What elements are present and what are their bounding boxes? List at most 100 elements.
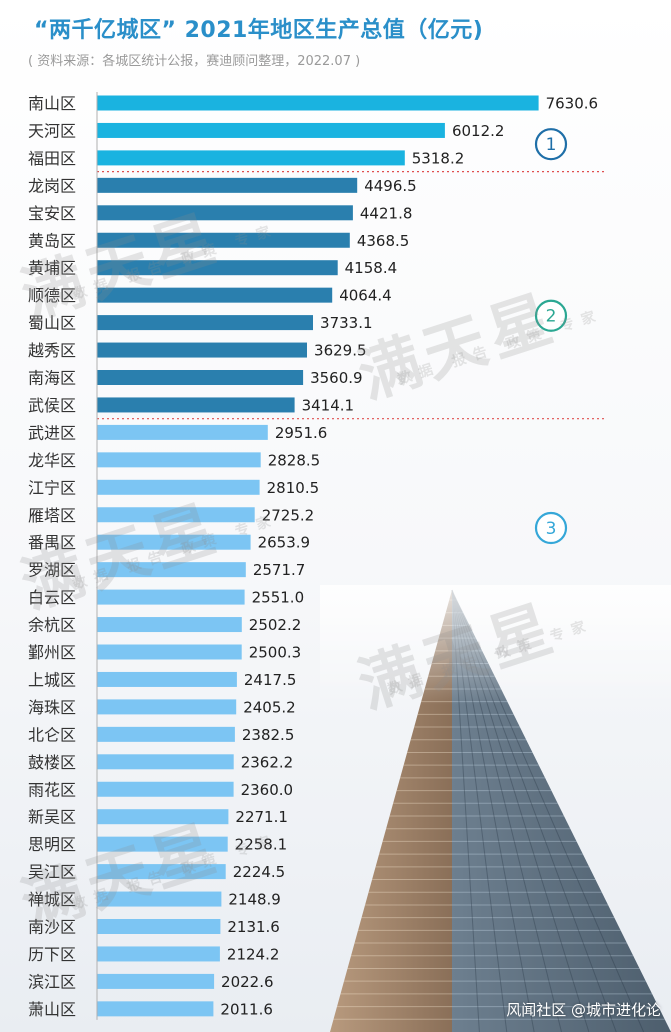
category-label: 宝安区 [28,204,76,223]
value-label: 3414.1 [302,396,355,414]
bar [97,95,539,111]
value-label: 2011.6 [220,1000,273,1018]
category-label: 南沙区 [28,918,76,937]
value-label: 2951.6 [275,424,328,442]
bar [97,424,268,440]
bar [97,452,261,468]
category-label: 罗湖区 [28,561,76,580]
bar [97,232,350,248]
value-label: 2725.2 [262,506,315,524]
category-label: 天河区 [28,121,76,140]
value-label: 4496.5 [364,177,417,195]
value-label: 4368.5 [357,232,410,250]
value-label: 2271.1 [235,808,287,826]
bar [97,342,307,358]
bar [97,726,235,742]
chart-source-note: ( 资料来源：各城区统计公报，赛迪顾问整理，2022.07 ) [28,54,361,69]
bar [97,671,237,687]
category-label: 黄埔区 [28,259,76,278]
category-label: 龙岗区 [28,176,76,195]
category-label: 雨花区 [28,780,76,799]
value-label: 2131.6 [227,918,279,936]
value-label: 2224.5 [233,863,286,881]
category-label: 龙华区 [28,451,76,470]
bar [97,479,260,495]
category-label: 海珠区 [28,698,76,717]
bar [97,534,251,550]
bar [97,836,228,852]
group-badge [534,128,568,161]
group-badge-label: 2 [546,307,557,327]
category-label: 鄞州区 [28,643,76,662]
bar [97,589,245,605]
category-label: 黄岛区 [28,231,76,250]
value-label: 2653.9 [258,534,311,552]
category-label: 历下区 [28,945,76,964]
value-label: 2571.7 [253,561,306,579]
value-label: 6012.2 [452,122,505,140]
bar [97,122,445,138]
category-label: 番禺区 [28,533,76,552]
value-label: 5318.2 [412,149,465,167]
category-label: 思明区 [28,835,76,854]
bar [97,809,229,825]
bar [97,781,234,797]
category-label: 萧山区 [28,1000,76,1019]
value-label: 2124.2 [227,945,280,963]
value-label: 3629.5 [314,342,367,360]
value-label: 2417.5 [244,671,297,689]
bar [97,1001,214,1017]
bar [97,946,220,962]
category-label: 南海区 [28,369,76,388]
category-label: 武侯区 [28,396,76,415]
value-label: 3560.9 [310,369,363,387]
bar [97,754,234,770]
value-label: 7630.6 [546,95,599,113]
category-label: 顺德区 [28,286,76,305]
bar [97,562,246,578]
group-badge [534,299,568,332]
footer-credit: 风闻社区 @城市进化论 [506,1001,661,1019]
value-label: 4421.8 [360,204,413,222]
category-label: 蜀山区 [28,314,76,333]
bar [97,287,333,303]
category-label: 雁塔区 [28,506,76,525]
group-badge-label: 3 [546,519,557,539]
category-label: 南山区 [28,94,76,113]
bar [97,617,242,633]
value-label: 2360.0 [241,781,293,799]
value-label: 3733.1 [320,314,373,332]
bar [97,891,222,907]
value-label: 4064.4 [339,287,392,305]
bar [97,973,215,989]
bar [97,864,226,880]
category-label: 福田区 [28,149,76,168]
category-label: 越秀区 [28,341,76,360]
value-label: 4158.4 [345,259,398,277]
category-label: 北仑区 [28,725,76,744]
value-label: 2810.5 [267,479,320,497]
bar [97,260,338,276]
skyscraper-photo [320,585,671,1032]
bar [97,370,304,385]
value-label: 2405.2 [243,698,296,716]
bar [97,919,221,934]
chart-title: “两千亿城区” 2021年地区生产总值（亿元) [34,18,484,43]
bar [97,397,295,413]
value-label: 2022.6 [221,973,274,991]
category-label: 江宁区 [28,478,76,497]
category-label: 鼓楼区 [28,753,76,772]
bar [97,150,405,166]
value-label: 2828.5 [268,451,321,469]
bars-layer: 南山区 7630.6 天河区 6012.2 福田区 5318.2 龙岗区 4496.5 宝安区 4… [28,92,598,1020]
tower-haze [320,585,671,705]
group-badges: 1 2 3 [534,128,568,545]
value-label: 2502.2 [249,616,302,634]
category-label: 新吴区 [28,808,76,827]
category-label: 白云区 [28,588,76,607]
bar [97,177,358,193]
category-label: 上城区 [28,670,76,689]
bar [97,205,353,221]
group-badge [534,511,568,545]
